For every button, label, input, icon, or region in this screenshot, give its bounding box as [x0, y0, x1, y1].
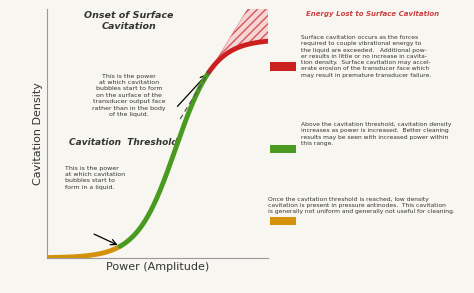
Text: This is the power
at which cavitation
bubbles start to form
on the surface of th: This is the power at which cavitation bu…	[92, 74, 166, 117]
X-axis label: Power (Amplitude): Power (Amplitude)	[106, 262, 210, 272]
Text: Once the cavitation threshold is reached, low density
cavitation is present in p: Once the cavitation threshold is reached…	[268, 197, 455, 214]
Text: This is the power
at which cavitation
bubbles start to
form in a liquid.: This is the power at which cavitation bu…	[65, 166, 125, 190]
Y-axis label: Cavitation Density: Cavitation Density	[33, 82, 43, 185]
Polygon shape	[209, 0, 268, 72]
Text: Onset of Surface
Cavitation: Onset of Surface Cavitation	[84, 11, 174, 31]
Bar	[270, 144, 297, 153]
Text: Cavitation  Threshold: Cavitation Threshold	[70, 138, 178, 147]
Bar	[270, 62, 297, 71]
Text: Surface cavitation occurs as the forces
required to couple vibrational energy to: Surface cavitation occurs as the forces …	[301, 35, 431, 78]
Text: Energy Lost to Surface Cavitation: Energy Lost to Surface Cavitation	[306, 11, 439, 17]
Bar	[270, 217, 297, 226]
Text: Above the cavitation threshold, cavitation density
increases as power is increas: Above the cavitation threshold, cavitati…	[301, 122, 451, 146]
